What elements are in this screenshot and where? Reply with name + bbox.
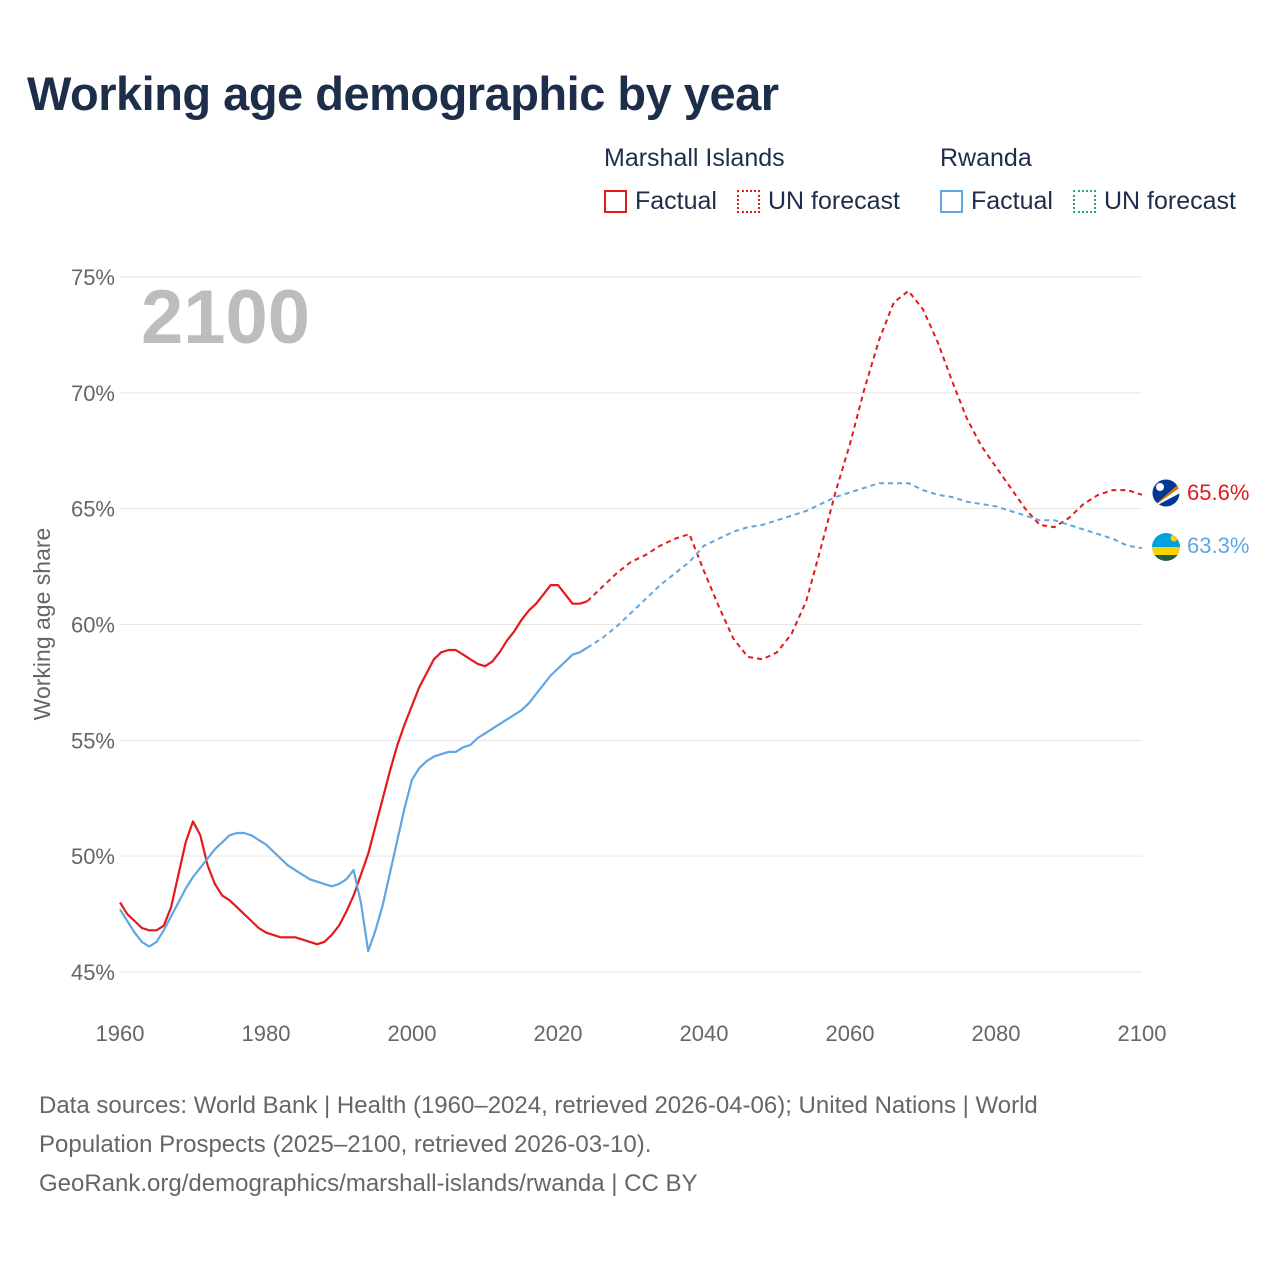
x-tick-label: 2020 xyxy=(534,1021,583,1046)
x-tick-label: 2100 xyxy=(1118,1021,1167,1046)
x-tick-label: 2000 xyxy=(388,1021,437,1046)
legend-swatch-rwanda-factual xyxy=(940,189,963,213)
y-axis-label: Working age share xyxy=(29,528,55,721)
series-line-marshall-islands-forecast xyxy=(586,289,1143,661)
end-value-label-marshall-islands: 65.6% xyxy=(1187,480,1249,505)
y-tick-label: 75% xyxy=(71,265,115,290)
series-line-rwanda-forecast xyxy=(586,482,1143,649)
legend-swatch-marshall-factual xyxy=(604,189,627,213)
legend-group-rwanda: Rwanda xyxy=(940,144,1032,172)
y-tick-label: 65% xyxy=(71,497,115,522)
x-tick-label: 1980 xyxy=(242,1021,291,1046)
y-tick-label: 50% xyxy=(71,844,115,869)
legend-item-rwanda-factual[interactable]: Factual xyxy=(940,186,1053,216)
y-tick-label: 60% xyxy=(71,613,115,638)
legend-label-rwanda-forecast: UN forecast xyxy=(1104,186,1236,215)
legend-group-marshall-islands: Marshall Islands xyxy=(604,144,785,172)
x-axis-ticks: 1960 1980 2000 2020 2040 2060 2080 2100 xyxy=(96,1021,1167,1046)
marshall-islands-flag-icon xyxy=(1151,478,1181,508)
chart-title: Working age demographic by year xyxy=(27,67,779,120)
year-label: 2100 xyxy=(141,275,310,360)
series-line-marshall-islands-factual xyxy=(119,584,588,946)
line-chart: 45% 50% 55% 60% 65% 70% 75% 1960 1980 2000 2020 20… xyxy=(29,265,1249,1046)
footer-sources: Data sources: World Bank | Health (1960–… xyxy=(39,1086,1219,1203)
rwanda-flag-icon xyxy=(1152,533,1180,561)
legend-label-marshall-factual: Factual xyxy=(635,186,717,215)
legend-item-rwanda-forecast[interactable]: UN forecast xyxy=(1073,186,1236,216)
y-axis-ticks: 45% 50% 55% 60% 65% 70% 75% xyxy=(71,265,115,985)
x-tick-label: 2080 xyxy=(972,1021,1021,1046)
end-value-label-rwanda: 63.3% xyxy=(1187,533,1249,558)
y-tick-label: 70% xyxy=(71,381,115,406)
legend-swatch-rwanda-forecast xyxy=(1073,189,1096,213)
series-layer xyxy=(119,289,1143,953)
grid-lines xyxy=(120,276,1142,973)
footer-line-3[interactable]: GeoRank.org/demographics/marshall-island… xyxy=(39,1170,698,1197)
x-tick-label: 1960 xyxy=(96,1021,145,1046)
series-line-rwanda-factual xyxy=(119,646,588,953)
x-tick-label: 2060 xyxy=(826,1021,875,1046)
y-tick-label: 55% xyxy=(71,728,115,753)
legend-label-marshall-forecast: UN forecast xyxy=(768,186,900,215)
legend-item-marshall-factual[interactable]: Factual xyxy=(604,186,717,216)
legend-label-rwanda-factual: Factual xyxy=(971,186,1053,215)
legend-swatch-marshall-forecast xyxy=(737,189,760,213)
y-tick-label: 45% xyxy=(71,960,115,985)
x-tick-label: 2040 xyxy=(680,1021,729,1046)
footer-line-2: Population Prospects (2025–2100, retriev… xyxy=(39,1131,652,1158)
footer-line-1: Data sources: World Bank | Health (1960–… xyxy=(39,1092,1038,1119)
legend-item-marshall-forecast[interactable]: UN forecast xyxy=(737,186,900,216)
